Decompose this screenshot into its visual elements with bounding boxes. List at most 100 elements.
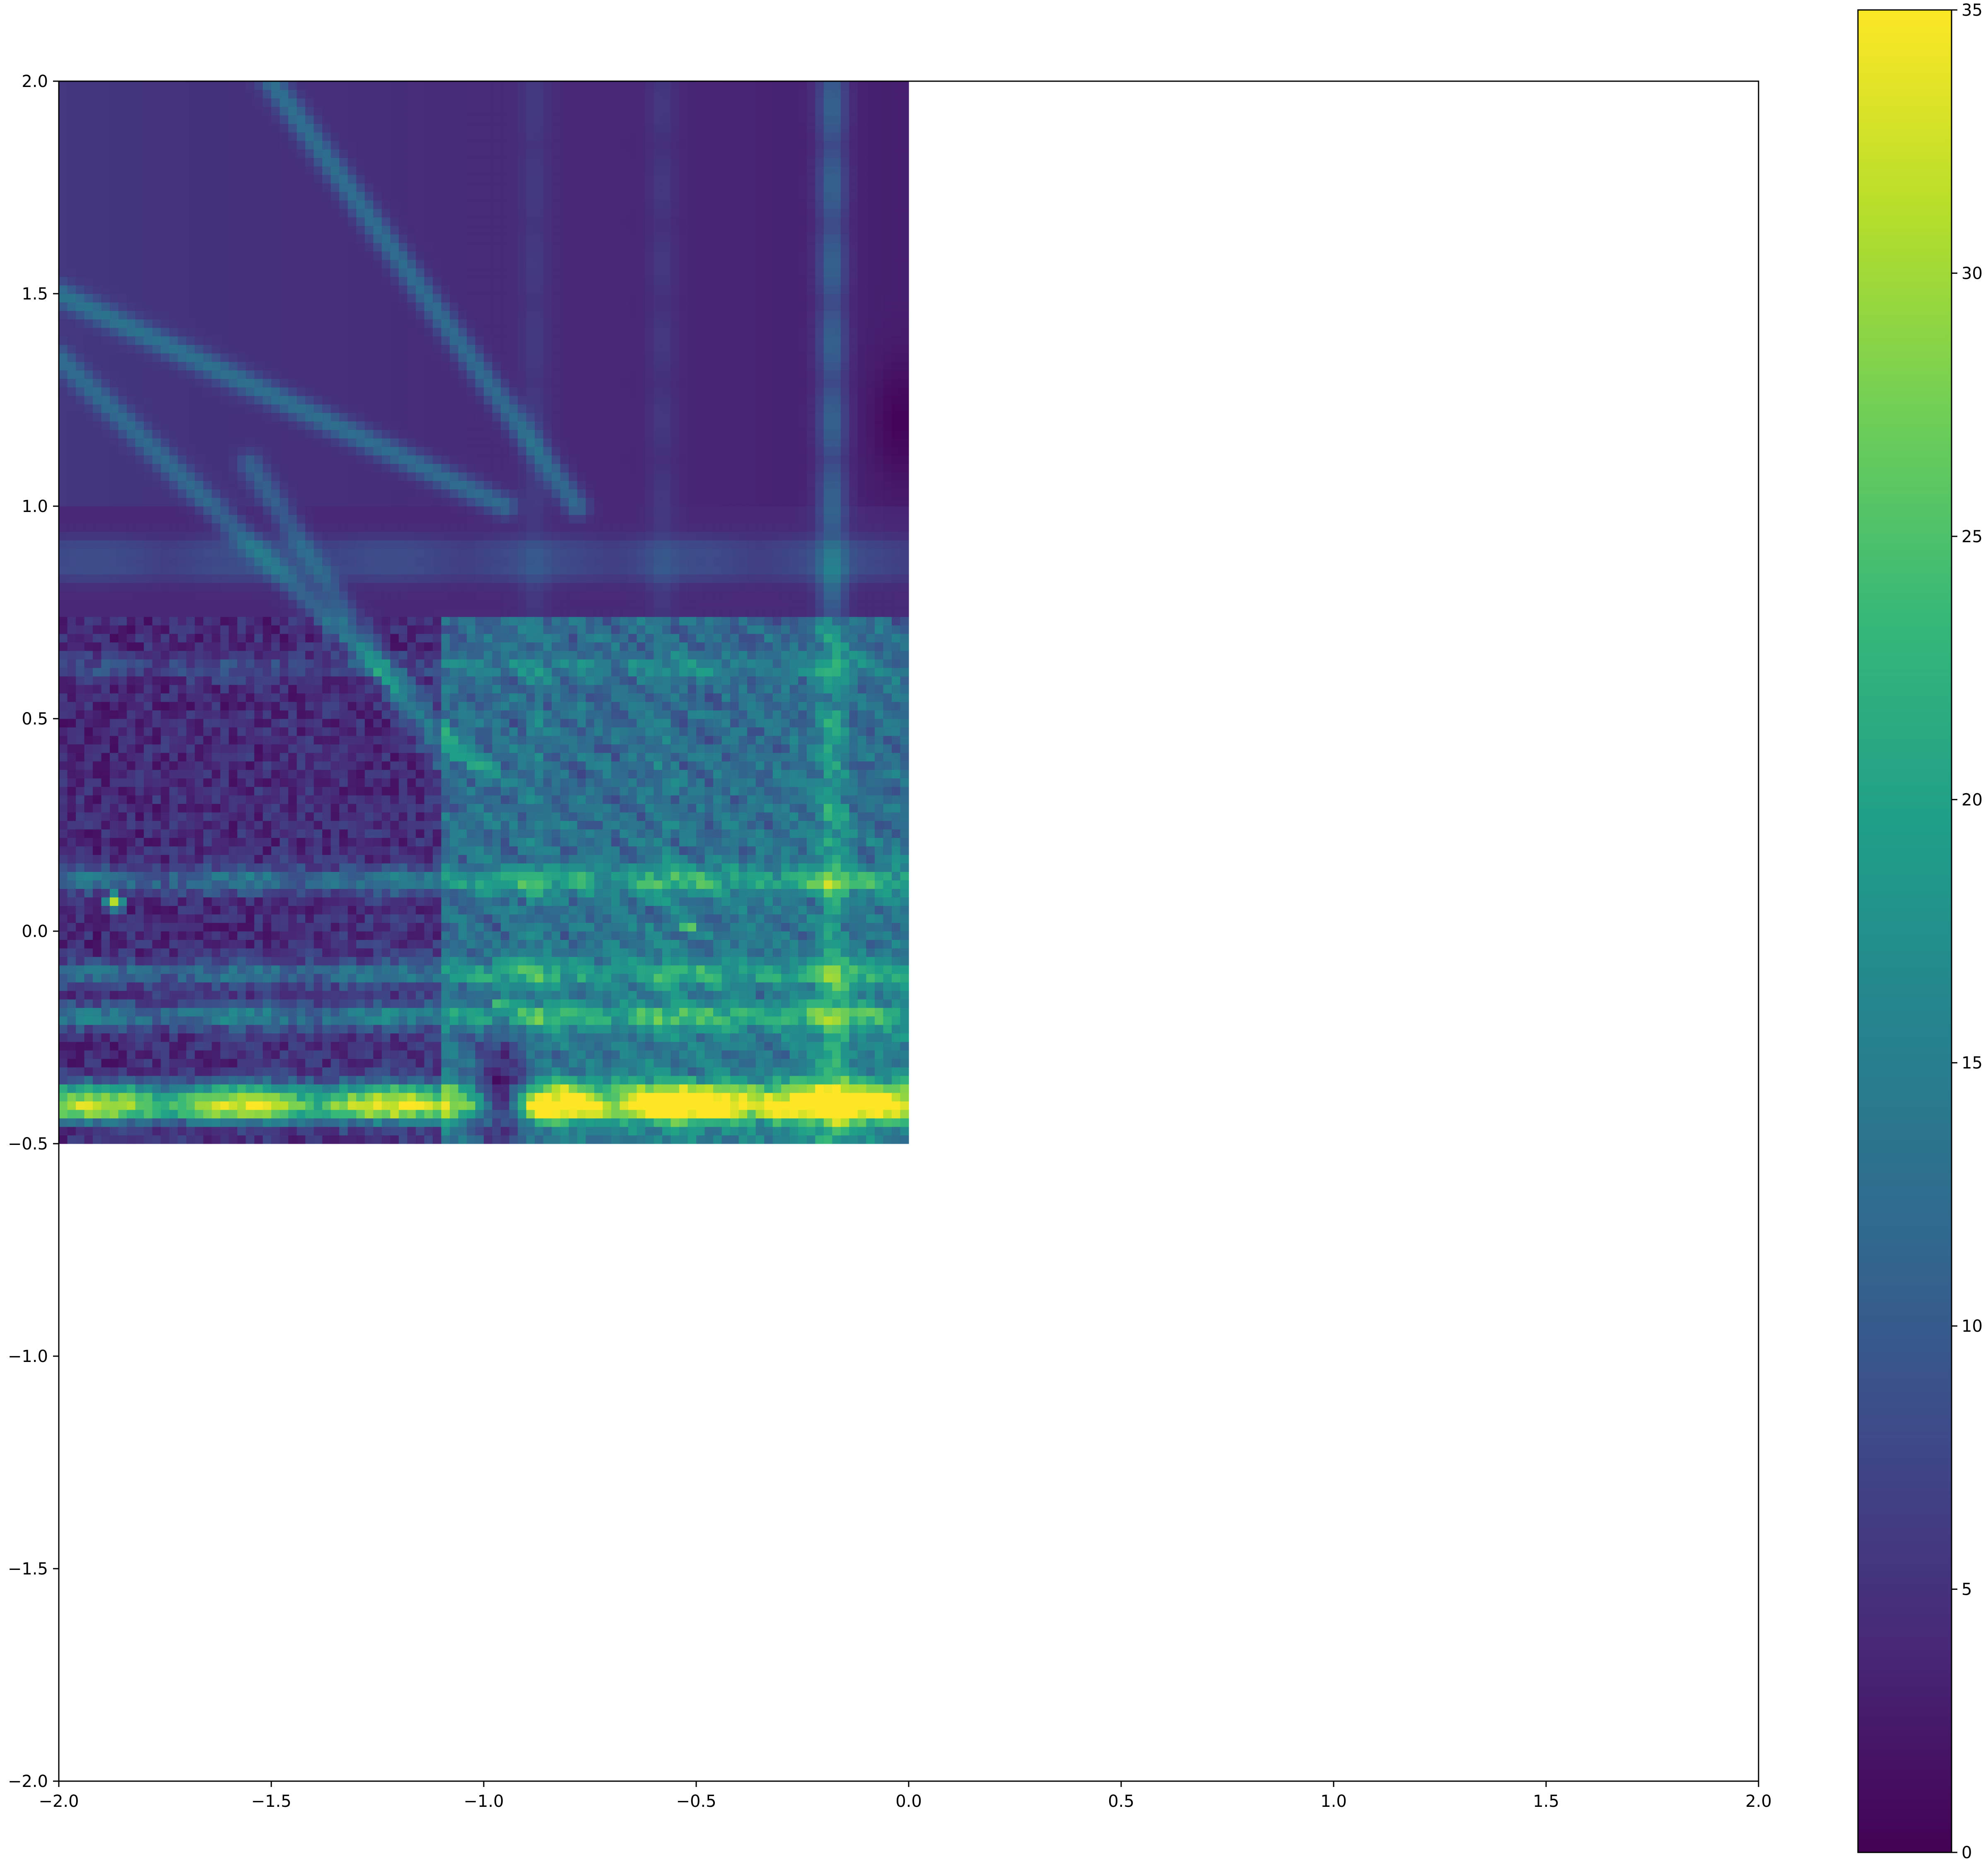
heatmap-cell xyxy=(713,948,722,957)
heatmap-cell xyxy=(263,804,272,813)
heatmap-cell xyxy=(552,939,561,949)
heatmap-cell xyxy=(891,812,901,821)
heatmap-cell xyxy=(356,1033,365,1042)
heatmap-cell xyxy=(144,880,153,889)
heatmap-cell xyxy=(560,727,569,736)
heatmap-cell xyxy=(364,863,374,872)
heatmap-cell xyxy=(263,1024,272,1033)
heatmap-cell xyxy=(874,1058,884,1067)
heatmap-cell xyxy=(67,761,76,770)
heatmap-cell xyxy=(305,1067,314,1076)
heatmap-cell xyxy=(637,1058,646,1067)
heatmap-cell xyxy=(84,846,93,855)
heatmap-cell xyxy=(611,812,620,821)
heatmap-cell xyxy=(76,804,85,813)
heatmap-cell xyxy=(900,872,909,881)
heatmap-cell xyxy=(603,939,612,949)
heatmap-cell xyxy=(696,770,705,779)
heatmap-cell xyxy=(152,973,161,983)
heatmap-cell xyxy=(84,1092,93,1101)
heatmap-cell xyxy=(314,744,323,753)
heatmap-cell xyxy=(688,1067,697,1076)
heatmap-cell xyxy=(178,931,187,940)
heatmap-cell xyxy=(407,1075,416,1084)
heatmap-cell xyxy=(866,753,875,762)
heatmap-cell xyxy=(755,838,765,847)
heatmap-cell xyxy=(127,982,136,991)
heatmap-cell xyxy=(280,1067,289,1076)
heatmap-cell xyxy=(679,1041,688,1050)
heatmap-cell xyxy=(594,1050,603,1059)
heatmap-cell xyxy=(883,872,892,881)
heatmap-cell xyxy=(178,744,187,753)
heatmap-cell xyxy=(764,846,773,855)
heatmap-cell xyxy=(866,1118,875,1127)
heatmap-cell xyxy=(314,948,323,957)
heatmap-cell xyxy=(721,753,731,762)
heatmap-cell xyxy=(662,719,671,728)
heatmap-cell xyxy=(654,863,663,872)
heatmap-cell xyxy=(475,1024,484,1033)
heatmap-cell xyxy=(110,1109,119,1119)
heatmap-cell xyxy=(424,948,433,957)
heatmap-cell xyxy=(628,999,637,1008)
heatmap-cell xyxy=(679,905,688,915)
heatmap-cell xyxy=(280,1024,289,1033)
heatmap-cell xyxy=(93,1024,102,1033)
heatmap-cell xyxy=(449,719,459,728)
heatmap-cell xyxy=(730,1067,739,1076)
heatmap-cell xyxy=(458,761,467,770)
heatmap-cell xyxy=(764,897,773,906)
heatmap-cell xyxy=(823,1075,832,1084)
heatmap-cell xyxy=(127,1050,136,1059)
heatmap-cell xyxy=(832,727,841,736)
heatmap-cell xyxy=(866,931,875,940)
heatmap-cell xyxy=(390,804,399,813)
heatmap-cell xyxy=(110,1135,119,1144)
heatmap-cell xyxy=(432,1109,442,1119)
heatmap-cell xyxy=(110,939,119,949)
heatmap-cell xyxy=(212,1024,221,1033)
heatmap-cell xyxy=(110,744,119,753)
heatmap-cell xyxy=(874,727,884,736)
heatmap-cell xyxy=(381,1007,391,1017)
heatmap-cell xyxy=(518,770,527,779)
heatmap-cell xyxy=(339,1024,348,1033)
heatmap-cell xyxy=(441,939,450,949)
heatmap-cell xyxy=(93,889,102,898)
heatmap-cell xyxy=(356,778,365,787)
heatmap-cell xyxy=(501,804,510,813)
heatmap-cell xyxy=(161,897,170,906)
heatmap-cell xyxy=(900,863,909,872)
heatmap-cell xyxy=(331,973,340,983)
heatmap-cell xyxy=(229,1016,238,1025)
heatmap-cell xyxy=(271,863,280,872)
heatmap-cell xyxy=(373,744,382,753)
heatmap-cell xyxy=(569,795,578,804)
heatmap-cell xyxy=(577,905,586,915)
heatmap-cell xyxy=(603,804,612,813)
heatmap-cell xyxy=(620,897,629,906)
heatmap-cell xyxy=(484,1016,493,1025)
heatmap-cell xyxy=(645,1118,654,1127)
heatmap-cell xyxy=(161,1075,170,1084)
heatmap-cell xyxy=(288,1101,297,1110)
heatmap-cell xyxy=(781,761,790,770)
heatmap-cell xyxy=(322,973,331,983)
heatmap-cell xyxy=(195,956,204,966)
heatmap-cell xyxy=(543,1109,552,1119)
heatmap-cell xyxy=(458,914,467,923)
heatmap-cell xyxy=(356,1007,365,1017)
heatmap-cell xyxy=(764,889,773,898)
heatmap-cell xyxy=(220,973,229,983)
heatmap-cell xyxy=(747,838,756,847)
heatmap-cell xyxy=(645,1067,654,1076)
heatmap-cell xyxy=(331,1101,340,1110)
heatmap-cell xyxy=(806,872,815,881)
heatmap-cell xyxy=(866,872,875,881)
heatmap-cell xyxy=(254,1135,263,1144)
heatmap-cell xyxy=(178,905,187,915)
heatmap-cell xyxy=(390,1101,399,1110)
heatmap-cell xyxy=(415,1075,425,1084)
heatmap-cell xyxy=(560,948,569,957)
